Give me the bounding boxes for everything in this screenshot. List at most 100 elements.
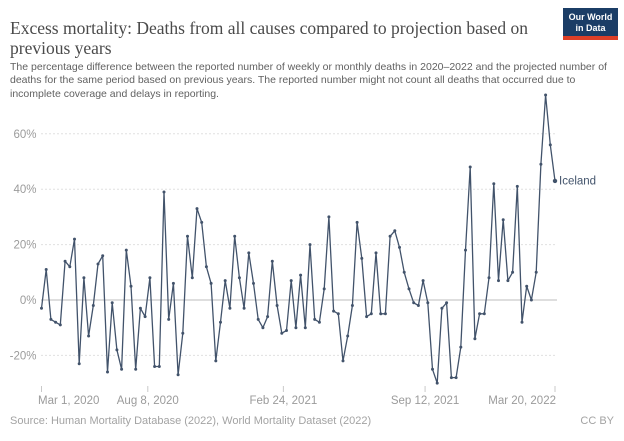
data-point[interactable]: [63, 259, 67, 263]
data-point[interactable]: [299, 273, 303, 277]
data-point[interactable]: [285, 329, 288, 332]
data-point[interactable]: [101, 254, 105, 258]
data-point[interactable]: [223, 279, 227, 283]
data-point[interactable]: [360, 256, 364, 260]
data-point[interactable]: [322, 287, 326, 291]
data-point[interactable]: [58, 323, 62, 327]
data-point[interactable]: [280, 331, 284, 335]
data-point[interactable]: [317, 320, 321, 324]
data-point[interactable]: [120, 367, 124, 371]
data-point[interactable]: [176, 373, 180, 377]
data-point[interactable]: [468, 165, 472, 169]
data-point[interactable]: [110, 301, 114, 305]
data-point[interactable]: [171, 281, 175, 285]
data-point[interactable]: [473, 337, 477, 341]
data-point[interactable]: [426, 301, 430, 305]
data-point[interactable]: [233, 234, 237, 238]
data-point[interactable]: [374, 251, 378, 255]
data-point[interactable]: [350, 304, 354, 307]
data-point[interactable]: [157, 365, 161, 368]
data-point[interactable]: [153, 365, 157, 368]
data-point[interactable]: [106, 370, 109, 374]
data-point[interactable]: [167, 317, 171, 321]
data-point[interactable]: [501, 218, 505, 222]
data-point[interactable]: [134, 367, 138, 371]
data-point[interactable]: [369, 312, 373, 316]
data-point[interactable]: [478, 312, 482, 316]
data-point[interactable]: [261, 326, 265, 330]
chart-area[interactable]: -20% 0% 20% 40% 60% Mar 1, 2020 Aug 8, 2020 Feb…: [0, 92, 624, 412]
data-point[interactable]: [54, 320, 58, 324]
data-point[interactable]: [313, 317, 317, 321]
data-point[interactable]: [44, 268, 48, 271]
data-point[interactable]: [431, 367, 434, 371]
data-point[interactable]: [252, 281, 255, 285]
data-point[interactable]: [336, 312, 340, 316]
data-point[interactable]: [270, 259, 274, 263]
data-point[interactable]: [327, 215, 331, 219]
data-point[interactable]: [247, 251, 251, 255]
data-point[interactable]: [435, 381, 439, 385]
data-point[interactable]: [91, 304, 95, 307]
data-point[interactable]: [393, 229, 397, 233]
data-point[interactable]: [445, 301, 449, 305]
data-point-last[interactable]: [552, 178, 558, 184]
data-point[interactable]: [138, 306, 142, 310]
data-point[interactable]: [440, 306, 444, 310]
data-point[interactable]: [520, 320, 524, 324]
data-point[interactable]: [294, 326, 298, 330]
data-point[interactable]: [82, 276, 86, 280]
data-point[interactable]: [464, 248, 467, 252]
data-point[interactable]: [398, 245, 401, 249]
data-point[interactable]: [515, 184, 519, 188]
data-point[interactable]: [266, 315, 270, 319]
data-point[interactable]: [332, 309, 336, 313]
data-point[interactable]: [256, 317, 260, 321]
data-point[interactable]: [539, 162, 543, 166]
data-point[interactable]: [214, 359, 218, 363]
data-point[interactable]: [449, 376, 453, 380]
data-point[interactable]: [388, 234, 392, 238]
data-point[interactable]: [525, 284, 529, 288]
data-point[interactable]: [40, 306, 43, 310]
data-point[interactable]: [407, 287, 411, 291]
data-point[interactable]: [511, 270, 515, 274]
data-point[interactable]: [454, 376, 458, 380]
data-point[interactable]: [275, 304, 279, 307]
data-point[interactable]: [416, 304, 420, 307]
data-point[interactable]: [412, 301, 416, 305]
data-point[interactable]: [303, 326, 307, 330]
data-point[interactable]: [219, 320, 222, 324]
data-point[interactable]: [195, 207, 199, 211]
data-point[interactable]: [143, 315, 147, 319]
data-point[interactable]: [124, 248, 128, 252]
data-point[interactable]: [492, 182, 496, 186]
data-point[interactable]: [355, 220, 359, 224]
data-point[interactable]: [383, 312, 387, 316]
data-point[interactable]: [181, 331, 185, 335]
excess-mortality-chart-svg[interactable]: -20% 0% 20% 40% 60% Mar 1, 2020 Aug 8, 2020 Feb…: [0, 92, 624, 412]
data-point[interactable]: [341, 359, 345, 363]
data-point[interactable]: [289, 279, 293, 283]
data-point[interactable]: [379, 312, 383, 316]
data-point[interactable]: [68, 265, 72, 269]
data-point[interactable]: [148, 276, 152, 280]
data-point[interactable]: [421, 279, 425, 283]
data-point[interactable]: [534, 270, 538, 274]
data-point[interactable]: [129, 284, 133, 288]
data-point[interactable]: [529, 298, 533, 302]
data-point[interactable]: [237, 276, 241, 280]
data-point[interactable]: [487, 276, 491, 280]
iceland-line[interactable]: [40, 94, 556, 384]
data-point[interactable]: [190, 276, 194, 280]
data-point[interactable]: [115, 348, 119, 352]
data-point[interactable]: [365, 315, 369, 319]
data-point[interactable]: [186, 234, 189, 238]
data-point[interactable]: [506, 279, 510, 283]
data-point[interactable]: [308, 243, 312, 247]
data-point[interactable]: [548, 143, 552, 147]
data-point[interactable]: [200, 220, 204, 224]
data-point[interactable]: [346, 334, 350, 338]
data-point[interactable]: [96, 262, 100, 266]
license-link[interactable]: CC BY: [580, 415, 614, 427]
